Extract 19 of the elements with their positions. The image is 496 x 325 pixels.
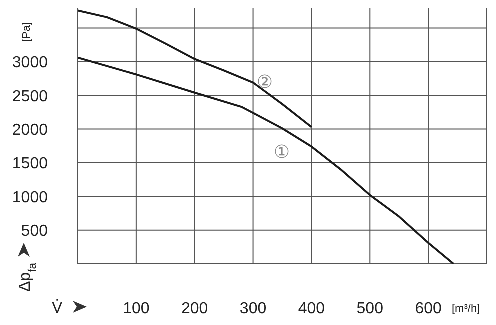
x-tick-label: 500 [356, 300, 384, 318]
y-tick-label: 2000 [12, 122, 48, 139]
x-tick-label: 300 [240, 300, 267, 318]
text: [m³/h] [452, 303, 480, 315]
annotation: ① [274, 142, 290, 163]
y-tick-label: 1000 [12, 189, 48, 206]
y-tick-label: 2500 [12, 88, 48, 106]
y-tick-label: 1500 [12, 156, 48, 173]
y-tick-label: 3000 [12, 54, 48, 72]
text: [Pa] [21, 22, 33, 42]
annotation: ② [256, 72, 274, 93]
x-tick-label: 100 [123, 300, 150, 318]
line-series [78, 56, 455, 264]
x-tick-label: 400 [298, 300, 326, 318]
y-tick-label: 500 [21, 222, 48, 240]
x-tick-label: 200 [182, 300, 208, 318]
line-series [78, 10, 313, 128]
x-tick-label: 600 [415, 300, 442, 318]
x-axis-title: V̇ [52, 298, 63, 317]
